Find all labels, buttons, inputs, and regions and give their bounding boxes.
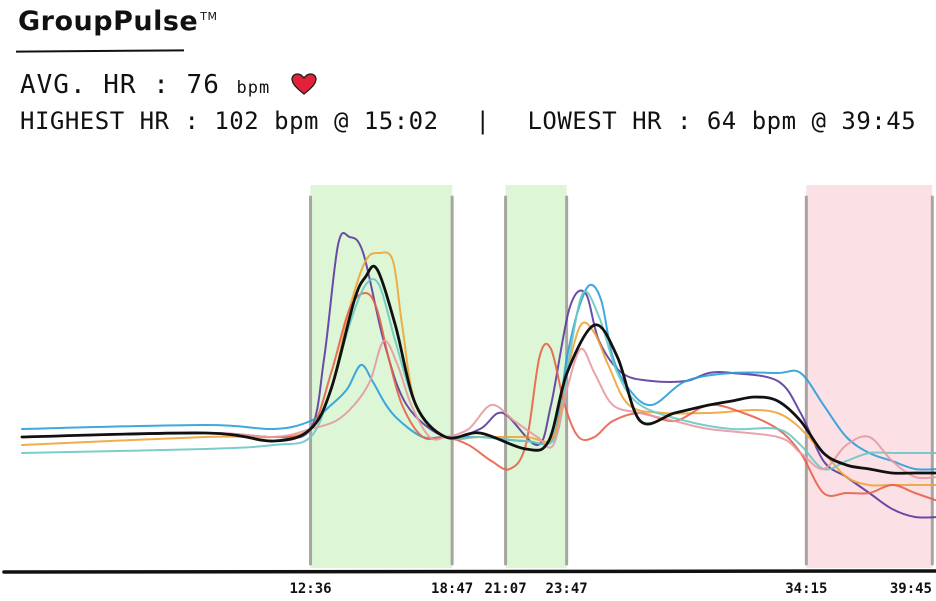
average-series (20, 264, 936, 475)
participant-series (21, 232, 936, 519)
average-hr-label: AVG. HR : (20, 70, 170, 100)
participant-line (21, 232, 936, 519)
average-hr-value: 76 (186, 70, 220, 100)
participant-line (21, 339, 936, 480)
brand-title: GroupPulse TM (18, 6, 217, 37)
lowest-hr-label: LOWEST HR : (527, 107, 692, 135)
participant-line (21, 283, 936, 471)
stats-divider: | (475, 107, 491, 135)
heart-icon (291, 73, 317, 95)
zone-markers (309, 195, 934, 566)
x-axis-line (2, 569, 936, 574)
x-axis (2, 569, 936, 574)
x-tick-labels: 12:36 18:47 21:07 23:47 34:15 39:45 (289, 581, 932, 597)
extremes-line: HIGHEST HR : 102 bpm @ 15:02 | LOWEST HR… (20, 107, 916, 135)
participant-line (21, 278, 936, 471)
average-line (20, 264, 936, 475)
x-tick-label: 39:45 (890, 581, 932, 597)
highest-hr-label: HIGHEST HR : (20, 107, 200, 135)
x-tick-label: 23:47 (546, 581, 588, 597)
brand-name: GroupPulse (18, 6, 199, 37)
zone-band-low (806, 185, 933, 568)
brand-trademark: TM (200, 10, 218, 23)
x-tick-label: 12:36 (289, 581, 331, 597)
zone-band-high (310, 185, 453, 568)
x-tick-label: 34:15 (785, 581, 827, 597)
lowest-hr-value: 64 bpm @ 39:45 (706, 107, 917, 135)
average-hr-line: AVG. HR : 76 bpm (20, 70, 317, 100)
average-hr-unit: bpm (236, 78, 271, 98)
highest-hr-value: 102 bpm @ 15:02 (214, 107, 439, 135)
x-tick-label: 21:07 (484, 581, 526, 597)
participant-line (21, 292, 936, 502)
x-tick-label: 18:47 (431, 581, 473, 597)
